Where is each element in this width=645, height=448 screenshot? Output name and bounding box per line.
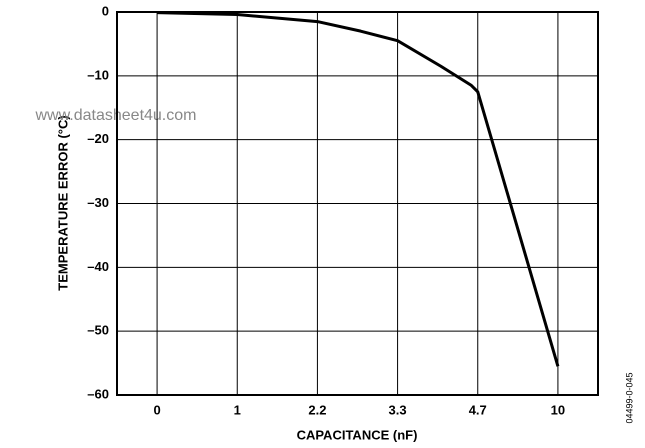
- x-tick-label: 10: [551, 402, 565, 417]
- data-line: [157, 11, 560, 367]
- plot-frame: [116, 11, 599, 396]
- y-tick-label: –30: [87, 195, 109, 210]
- y-axis-label: TEMPERATURE ERROR (°C): [55, 115, 70, 290]
- y-tick-label: –50: [87, 323, 109, 338]
- watermark: www.datasheet4u.com: [35, 107, 197, 124]
- y-tick-label: 0: [102, 3, 109, 18]
- x-tick-label: 2.2: [308, 402, 326, 417]
- y-tick-label: –40: [87, 259, 109, 274]
- y-tick-label: –60: [87, 386, 109, 401]
- x-tick-label: 0: [153, 402, 160, 417]
- y-tick-label: –10: [87, 67, 109, 82]
- x-tick-label: 3.3: [389, 402, 407, 417]
- figure-id: 04499-0-045: [624, 372, 634, 423]
- x-axis-label: CAPACITANCE (nF): [297, 427, 418, 442]
- x-tick-label: 4.7: [469, 402, 487, 417]
- y-tick-label: –20: [87, 131, 109, 146]
- x-tick-label: 1: [234, 402, 241, 417]
